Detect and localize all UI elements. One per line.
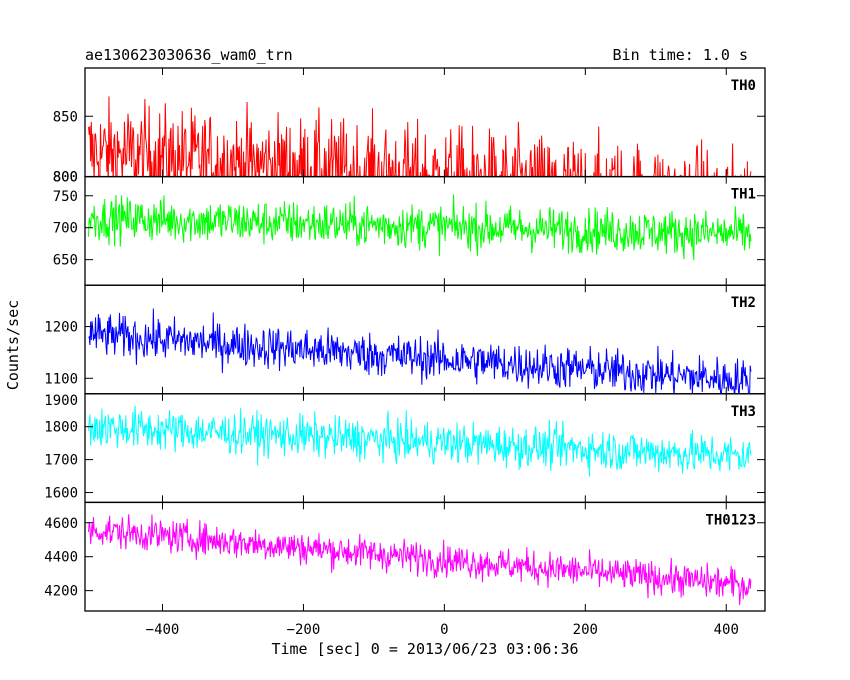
x-tick-label: −400 (146, 622, 180, 638)
series-line-th2 (88, 308, 752, 394)
y-tick-label: 800 (53, 170, 78, 186)
panel-label-th2: TH2 (731, 295, 756, 311)
y-tick-label: 1200 (44, 320, 78, 336)
x-axis-label: Time [sec] 0 = 2013/06/23 03:06:36 (271, 640, 578, 658)
y-tick-label: 850 (53, 109, 78, 125)
chart-title: ae130623030636_wam0_trn (85, 46, 293, 64)
series-line-th3 (88, 405, 752, 477)
y-tick-label: 1800 (44, 420, 78, 436)
y-tick-label: 1600 (44, 486, 78, 502)
panel-label-th0: TH0 (731, 78, 756, 94)
x-tick-label: 0 (440, 622, 448, 638)
y-axis-label: Counts/sec (4, 300, 22, 390)
panel-label-th3: TH3 (731, 404, 756, 420)
x-tick-label: 400 (714, 622, 739, 638)
bin-time-label: Bin time: 1.0 s (613, 46, 748, 64)
y-tick-label: 4200 (44, 584, 78, 600)
series-line-th0123 (88, 514, 752, 606)
x-tick-label: −200 (287, 622, 321, 638)
y-tick-label: 4400 (44, 550, 78, 566)
y-tick-label: 800 (53, 170, 78, 186)
y-tick-label: 1100 (44, 371, 78, 387)
series-line-th0 (88, 96, 752, 177)
panel-label-th0123: TH0123 (705, 512, 756, 528)
y-tick-label: 650 (53, 253, 78, 269)
x-tick-label: 200 (573, 622, 598, 638)
series-line-th1 (88, 194, 752, 261)
y-tick-label: 1700 (44, 453, 78, 469)
panel-label-th1: TH1 (731, 187, 756, 203)
y-tick-label: 4600 (44, 516, 78, 532)
y-tick-label: 1900 (44, 393, 78, 409)
panels-group: 850 800 TH0 750 700 650 TH1 1200 1100 TH2 1900 1800… (44, 67, 766, 638)
y-tick-label: 700 (53, 221, 78, 237)
y-tick-label: 750 (53, 189, 78, 205)
